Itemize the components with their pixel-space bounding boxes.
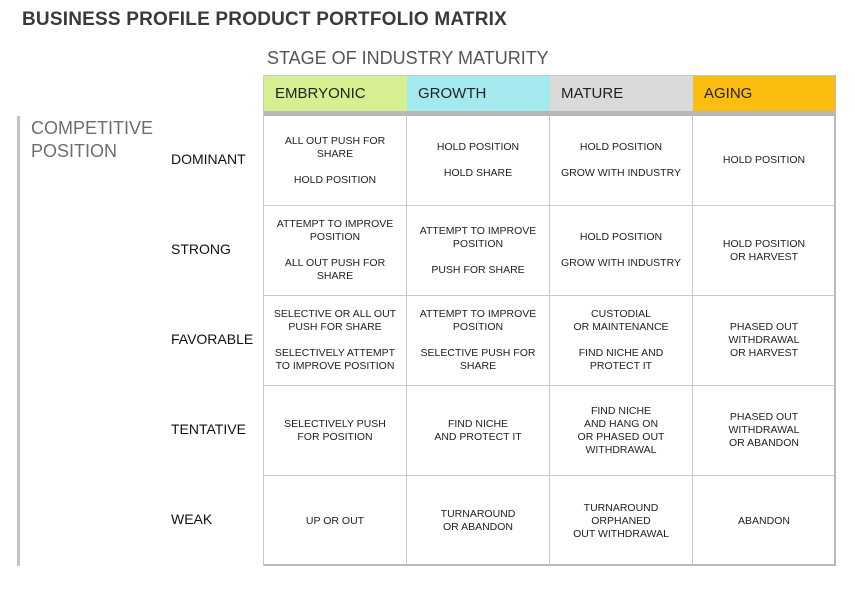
cell-text: FIND NICHE AND PROTECT IT [434, 417, 522, 443]
cell-text: SELECTIVE PUSH FOR SHARE [420, 347, 536, 372]
matrix-cell: SELECTIVELY PUSH FOR POSITION [264, 386, 407, 476]
matrix-cell: ATTEMPT TO IMPROVE POSITION SELECTIVE PUSH… [407, 296, 550, 386]
matrix-cell: HOLD POSITION GROW WITH INDUSTRY [550, 116, 693, 206]
matrix-cell: UP OR OUT [264, 476, 407, 566]
cell-text: PHASED OUT WITHDRAWAL OR ABANDON [728, 411, 800, 449]
matrix-cell: TURNAROUND ORPHANED OUT WITHDRAWAL [550, 476, 693, 566]
matrix-cell: HOLD POSITION HOLD SHARE [407, 116, 550, 206]
cell-text: PHASED OUT WITHDRAWAL OR HARVEST [728, 321, 800, 359]
matrix-cell: FIND NICHE AND HANG ON OR PHASED OUT WITHDR… [550, 386, 693, 476]
matrix-cell: ALL OUT PUSH FOR SHARE HOLD POSITION [264, 116, 407, 206]
cell-text: FIND NICHE AND PROTECT IT [578, 347, 664, 372]
row-label-weak: WEAK [171, 511, 213, 527]
cell-text: HOLD POSITION [722, 154, 806, 166]
cell-text: ALL OUT PUSH FOR SHARE [284, 134, 386, 160]
cell-text: UP OR OUT [305, 514, 365, 527]
cell-text: SELECTIVELY PUSH FOR POSITION [284, 417, 386, 443]
cell-text: HOLD POSITION [579, 231, 663, 243]
cell-text: HOLD POSITION [436, 141, 520, 153]
cell-text: PUSH FOR SHARE [431, 263, 525, 276]
cell-text: TURNAROUND OR ABANDON [440, 508, 516, 533]
matrix-cell: FIND NICHE AND PROTECT IT [407, 386, 550, 476]
page-title: BUSINESS PROFILE PRODUCT PORTFOLIO MATRI… [22, 9, 507, 30]
cell-text: ATTEMPT TO IMPROVE POSITION [419, 308, 537, 333]
row-label-strong: STRONG [171, 241, 231, 257]
competitive-position-label: COMPETITIVE POSITION [31, 117, 153, 163]
cell-text: CUSTODIAL OR MAINTENANCE [573, 308, 669, 333]
cell-text: TURNAROUND ORPHANED OUT WITHDRAWAL [573, 501, 669, 540]
left-divider [17, 116, 20, 566]
cell-text: ATTEMPT TO IMPROVE POSITION [419, 224, 537, 250]
row-label-favorable: FAVORABLE [171, 331, 254, 347]
cell-text: GROW WITH INDUSTRY [561, 257, 681, 269]
matrix-cell: PHASED OUT WITHDRAWAL OR HARVEST [693, 296, 835, 386]
cell-text: GROW WITH INDUSTRY [561, 167, 681, 179]
matrix-cell: TURNAROUND OR ABANDON [407, 476, 550, 566]
matrix-cell: ATTEMPT TO IMPROVE POSITION PUSH FOR SHARE [407, 206, 550, 296]
row-label-dominant: DOMINANT [171, 151, 246, 167]
competitive-label-line: COMPETITIVE [31, 118, 154, 138]
row-label-tentative: TENTATIVE [171, 421, 246, 437]
column-header-embryonic: EMBRYONIC [264, 76, 407, 111]
cell-text: HOLD POSITION [579, 141, 663, 153]
cell-text: SELECTIVE OR ALL OUT PUSH FOR SHARE [273, 308, 397, 333]
cell-text: FIND NICHE AND HANG ON OR PHASED OUT WITHDR… [577, 404, 665, 456]
cell-text: ABANDON [738, 514, 790, 527]
column-header-growth: GROWTH [407, 76, 550, 111]
column-header-aging: AGING [693, 76, 835, 111]
matrix-cell: HOLD POSITION OR HARVEST [693, 206, 835, 296]
matrix-cell: HOLD POSITION [693, 116, 835, 206]
cell-text: HOLD POSITION [293, 173, 377, 186]
portfolio-matrix: EMBRYONIC GROWTH MATURE AGING ALL OUT PUSH … [263, 75, 836, 566]
column-header-mature: MATURE [550, 76, 693, 111]
maturity-header-row: EMBRYONIC GROWTH MATURE AGING [264, 76, 835, 116]
matrix-cell: SELECTIVE OR ALL OUT PUSH FOR SHARE SELECT… [264, 296, 407, 386]
matrix-cell: HOLD POSITION GROW WITH INDUSTRY [550, 206, 693, 296]
cell-text: ATTEMPT TO IMPROVE POSITION [276, 218, 394, 243]
cell-text: ALL OUT PUSH FOR SHARE [284, 257, 386, 282]
cell-text: HOLD SHARE [443, 167, 513, 179]
matrix-cell: ABANDON [693, 476, 835, 566]
cell-text: HOLD POSITION OR HARVEST [722, 237, 806, 263]
matrix-cell: ATTEMPT TO IMPROVE POSITION ALL OUT PUSH F… [264, 206, 407, 296]
matrix-cell: CUSTODIAL OR MAINTENANCE FIND NICHE AND PR… [550, 296, 693, 386]
cell-text: SELECTIVELY ATTEMPT TO IMPROVE POSITION [274, 347, 396, 372]
stage-of-maturity-label: STAGE OF INDUSTRY MATURITY [267, 48, 549, 68]
matrix-cell: PHASED OUT WITHDRAWAL OR ABANDON [693, 386, 835, 476]
competitive-label-line: POSITION [31, 141, 118, 161]
